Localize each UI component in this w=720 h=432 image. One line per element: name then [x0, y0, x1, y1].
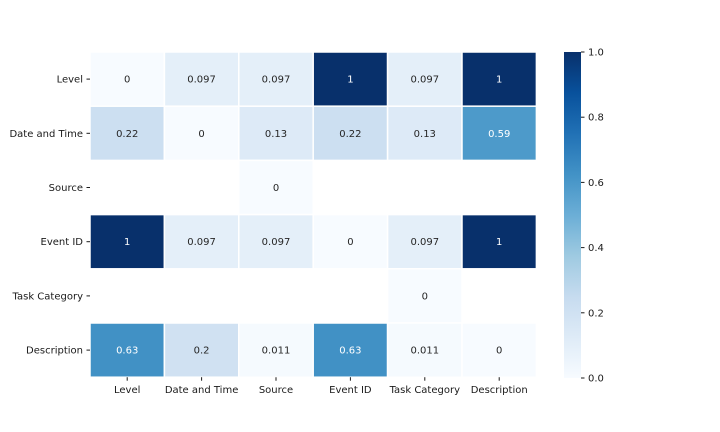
heatmap-cell — [89, 105, 166, 162]
heatmap-cell-label: 0.097 — [187, 237, 216, 248]
heatmap-cell — [461, 322, 538, 378]
colorbar: 0.0 0.2 0.4 0.6 0.8 1.0 — [564, 48, 604, 385]
y-tick-label: Description — [26, 346, 83, 357]
heatmap-cell — [89, 322, 166, 378]
x-tick-label: Level — [114, 385, 140, 396]
x-tick-label: Date and Time — [165, 385, 239, 396]
x-tick-label: Task Category — [389, 385, 461, 396]
heatmap-cell-label: 0.22 — [339, 129, 361, 140]
heatmap-cell — [312, 105, 389, 162]
heatmap-cell — [163, 322, 240, 378]
heatmap-cell-label: 0 — [273, 183, 279, 194]
heatmap-cell — [461, 213, 538, 270]
heatmap-cell-label: 0.097 — [262, 75, 291, 86]
heatmap-cell — [238, 322, 314, 378]
colorbar-tick-label: 1.0 — [588, 48, 604, 59]
heatmap-cell-label: 0 — [347, 237, 353, 248]
y-tick-label: Task Category — [12, 291, 84, 302]
x-axis: Level Date and Time Source Event ID Task Cat… — [114, 377, 528, 396]
y-tick-label: Date and Time — [9, 129, 83, 140]
heatmap-cell-label: 0.097 — [410, 237, 439, 248]
heatmap-cell — [89, 213, 166, 270]
heatmap-cell-label: 0.13 — [414, 129, 436, 140]
heatmap-cell-label: 0.59 — [488, 129, 510, 140]
heatmap-cell-labels: 0 0.097 0.097 1 0.097 1 0.22 0 0.13 0.22 0.13 0.59 0… — [116, 75, 510, 357]
colorbar-tick-label: 0.8 — [588, 113, 604, 124]
colorbar-gradient — [564, 52, 581, 378]
y-tick-label: Level — [57, 75, 83, 86]
heatmap-cell-label: 0.011 — [262, 346, 291, 357]
heatmap-cell-label: 0 — [422, 291, 428, 302]
x-tick-label: Event ID — [329, 385, 372, 396]
heatmap-cell — [163, 105, 240, 162]
colorbar-tick-label: 0.2 — [588, 308, 604, 319]
heatmap-cell-label: 0.22 — [116, 129, 138, 140]
heatmap-cell-label: 1 — [347, 75, 353, 86]
y-tick-label: Source — [49, 183, 83, 194]
heatmap-cells — [89, 51, 538, 378]
heatmap-cell — [386, 213, 463, 270]
heatmap-cell-label: 1 — [496, 237, 502, 248]
heatmap-cell-label: 0.011 — [410, 346, 439, 357]
y-tick-label: Event ID — [41, 237, 84, 248]
x-tick-label: Description — [471, 385, 528, 396]
x-tick-label: Source — [259, 385, 293, 396]
heatmap-cell-label: 0.097 — [410, 75, 439, 86]
heatmap-cell-label: 0 — [198, 129, 204, 140]
heatmap-cell — [312, 213, 389, 270]
heatmap-cell-label: 1 — [124, 237, 130, 248]
colorbar-tick-label: 0.0 — [588, 374, 604, 385]
heatmap-cell — [163, 51, 240, 107]
heatmap-cell-label: 0.2 — [194, 346, 210, 357]
heatmap-cell-label: 0.13 — [265, 129, 287, 140]
heatmap-cell — [461, 51, 538, 107]
heatmap-cell-label: 0.63 — [116, 346, 138, 357]
heatmap-cell-label: 0.097 — [187, 75, 216, 86]
heatmap-cell — [386, 268, 463, 324]
colorbar-tick-label: 0.4 — [588, 243, 604, 254]
heatmap-cell — [461, 105, 538, 162]
heatmap-cell-label: 0.63 — [339, 346, 361, 357]
heatmap-cell-label: 0 — [496, 346, 502, 357]
y-axis: Level Date and Time Source Event ID Task Cat… — [9, 75, 90, 357]
heatmap-cell-label: 1 — [496, 75, 502, 86]
colorbar-tick-label: 0.6 — [588, 178, 604, 189]
heatmap-cell-label: 0.097 — [262, 237, 291, 248]
heatmap-cell-label: 0 — [124, 75, 130, 86]
heatmap-cell — [238, 213, 314, 270]
